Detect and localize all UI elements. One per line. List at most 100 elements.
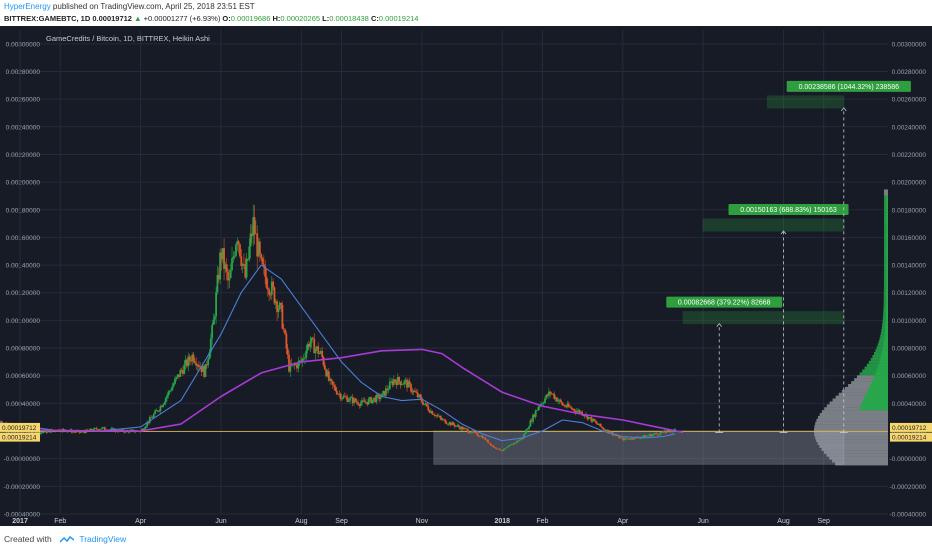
candle-body — [407, 381, 410, 388]
candle-body — [404, 379, 407, 381]
candle-body — [219, 252, 221, 280]
candle-body — [663, 430, 666, 433]
target-label-background — [728, 203, 849, 215]
candle-body — [386, 388, 389, 391]
candle-body — [666, 430, 668, 433]
candle-body — [410, 384, 412, 392]
candle-body — [590, 417, 593, 422]
candle-body — [285, 333, 288, 349]
candle-body — [131, 429, 134, 431]
y-tick-label-right: 0.00160000 — [892, 235, 927, 242]
candle-body — [619, 437, 622, 439]
y-tick-label-right: 0.00240000 — [892, 124, 927, 131]
target-label: 0.00150163 (688.83%) 150163 — [740, 207, 837, 214]
candle-body — [366, 402, 369, 405]
candle-body — [512, 443, 515, 445]
candle-body — [312, 337, 314, 339]
candle-body — [144, 426, 147, 429]
candle-body — [387, 389, 390, 391]
candle-body — [447, 423, 450, 425]
candle-body — [643, 435, 646, 438]
candle-body — [436, 415, 439, 417]
candle-body — [383, 391, 386, 396]
volume-profile-bar — [883, 314, 888, 318]
volume-profile-bar-up — [878, 363, 888, 367]
candle-body — [524, 432, 526, 435]
volume-profile-bar — [878, 340, 888, 344]
candle-body — [563, 405, 566, 407]
candle-body — [455, 425, 458, 427]
candle-body — [42, 432, 45, 433]
candle-body — [90, 428, 93, 431]
candle-body — [553, 393, 556, 399]
volume-profile-bar — [883, 253, 888, 257]
candle-body — [186, 359, 188, 367]
candle-body — [513, 442, 516, 445]
candle-body — [268, 289, 271, 295]
y-tick-label-right: -0.00040000 — [889, 512, 926, 519]
candle-body — [73, 431, 76, 433]
volume-profile-bar — [864, 366, 888, 370]
volume-profile-bar — [883, 259, 888, 263]
candle-body — [209, 338, 212, 353]
candle-body — [463, 428, 465, 430]
candle-body — [550, 393, 553, 395]
volume-profile-bar-up — [885, 308, 888, 312]
price-chart[interactable]: 0.00300000 0.00280000 0.00260000 0.00240000… — [0, 26, 932, 526]
y-tick-label-right: 0.00260000 — [892, 97, 927, 104]
y-tick-label-left: -0.00040000 — [3, 512, 40, 519]
volume-profile-bar-up — [886, 209, 888, 213]
candle-body — [392, 379, 395, 385]
candle-body — [520, 438, 522, 440]
volume-profile-bar-up — [886, 270, 888, 274]
volume-profile-bar — [835, 395, 888, 399]
candle-body — [244, 264, 247, 278]
volume-profile-bar-up — [885, 317, 888, 321]
candle-body — [362, 400, 365, 402]
candle-body — [158, 410, 160, 412]
candle-body — [225, 264, 228, 272]
y-tick-label-left: 0.00100000 — [6, 318, 41, 325]
volume-profile-bar-up — [886, 195, 888, 199]
volume-profile-bar-up — [886, 221, 888, 225]
candle-body — [594, 421, 597, 422]
candle-body — [264, 265, 267, 277]
volume-profile-bar — [823, 450, 888, 454]
candle-body — [642, 435, 644, 437]
target-label: 0.00082668 (379.22%) 82668 — [678, 300, 771, 307]
candle-body — [603, 429, 606, 431]
candle-body — [192, 354, 195, 362]
candle-body — [180, 370, 183, 371]
volume-profile-bar — [841, 389, 888, 393]
candle-body — [632, 438, 635, 440]
candle-body — [652, 434, 655, 435]
volume-profile-bar — [883, 256, 888, 260]
candle-body — [457, 425, 460, 427]
volume-profile-bar-up — [872, 378, 888, 382]
low-label: L: — [322, 14, 330, 23]
candle-body — [467, 429, 469, 433]
volume-profile-bar — [883, 288, 888, 292]
candle-body — [197, 364, 200, 367]
candle-body — [357, 402, 359, 405]
candle-body — [212, 319, 215, 326]
author-link[interactable]: HyperEnergy — [4, 2, 51, 11]
candle-body — [329, 378, 332, 381]
candle-body — [518, 439, 521, 441]
candle-body — [542, 402, 545, 404]
candle-body — [288, 354, 290, 372]
volume-profile-bar-up — [886, 230, 888, 234]
volume-profile-bar-up — [882, 346, 888, 350]
candle-body — [89, 428, 92, 431]
candle-body — [408, 381, 411, 385]
candle-body — [278, 302, 281, 309]
volume-profile-bar-up — [880, 357, 888, 361]
candle-body — [103, 427, 106, 430]
candle-body — [276, 301, 279, 313]
y-tick-label-right: 0.00100000 — [892, 318, 927, 325]
y-tick-label-left: 0.00180000 — [6, 207, 41, 214]
candle-body — [395, 381, 398, 386]
volume-profile-bar — [817, 442, 888, 446]
tradingview-link[interactable]: TradingView — [79, 534, 127, 544]
chart-area[interactable]: 0.00300000 0.00280000 0.00260000 0.00240000… — [0, 26, 932, 526]
